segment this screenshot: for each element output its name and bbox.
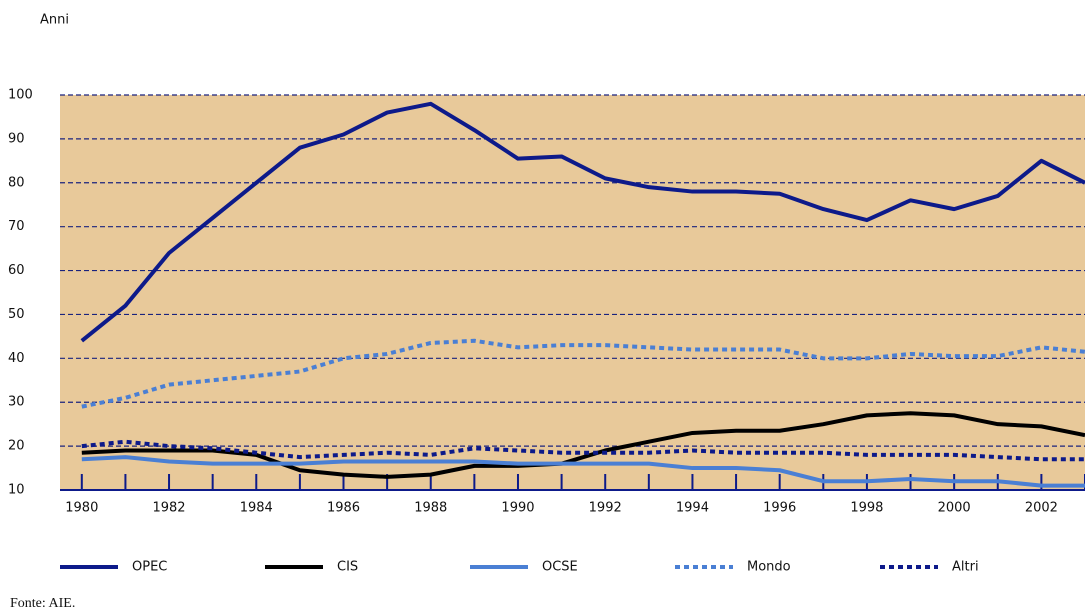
x-tick-label: 1988 bbox=[414, 501, 447, 516]
y-tick-label: 90 bbox=[8, 131, 25, 146]
y-tick-label: 50 bbox=[8, 307, 25, 322]
x-tick-label: 1998 bbox=[850, 501, 883, 516]
series-line bbox=[80, 101, 1085, 343]
y-tick-label: 30 bbox=[8, 395, 25, 410]
x-tick-label: 2002 bbox=[1025, 501, 1058, 516]
series-line bbox=[81, 455, 1085, 488]
x-tick-label: 1984 bbox=[240, 501, 273, 516]
legend-label: OCSE bbox=[542, 560, 578, 575]
y-tick-label: 40 bbox=[8, 351, 25, 366]
plot-background bbox=[60, 95, 1085, 490]
source-note: Fonte: AIE. bbox=[10, 596, 75, 611]
legend-label: OPEC bbox=[132, 560, 167, 575]
legend-label: Altri bbox=[952, 560, 979, 575]
y-tick-label: 100 bbox=[8, 88, 33, 103]
x-tick-label: 1986 bbox=[327, 501, 360, 516]
x-tick-label: 2000 bbox=[938, 501, 971, 516]
series-line bbox=[81, 411, 1085, 479]
series-line bbox=[81, 439, 1085, 462]
x-tick-label: 1992 bbox=[589, 501, 622, 516]
x-tick-label: 1994 bbox=[676, 501, 709, 516]
legend-label: CIS bbox=[337, 560, 358, 575]
y-tick-label: 20 bbox=[8, 439, 25, 454]
x-tick-label: 1982 bbox=[152, 501, 185, 516]
y-tick-label: 80 bbox=[8, 175, 25, 190]
y-tick-label: 70 bbox=[8, 219, 25, 234]
legend-label: Mondo bbox=[747, 560, 791, 575]
y-tick-label: 10 bbox=[8, 483, 25, 498]
x-tick-label: 1990 bbox=[501, 501, 534, 516]
y-tick-label: 60 bbox=[8, 263, 25, 278]
x-tick-label: 1996 bbox=[763, 501, 796, 516]
plot-lines bbox=[80, 101, 1085, 488]
x-tick-label: 1980 bbox=[65, 501, 98, 516]
y-axis-label: Anni bbox=[40, 13, 69, 28]
